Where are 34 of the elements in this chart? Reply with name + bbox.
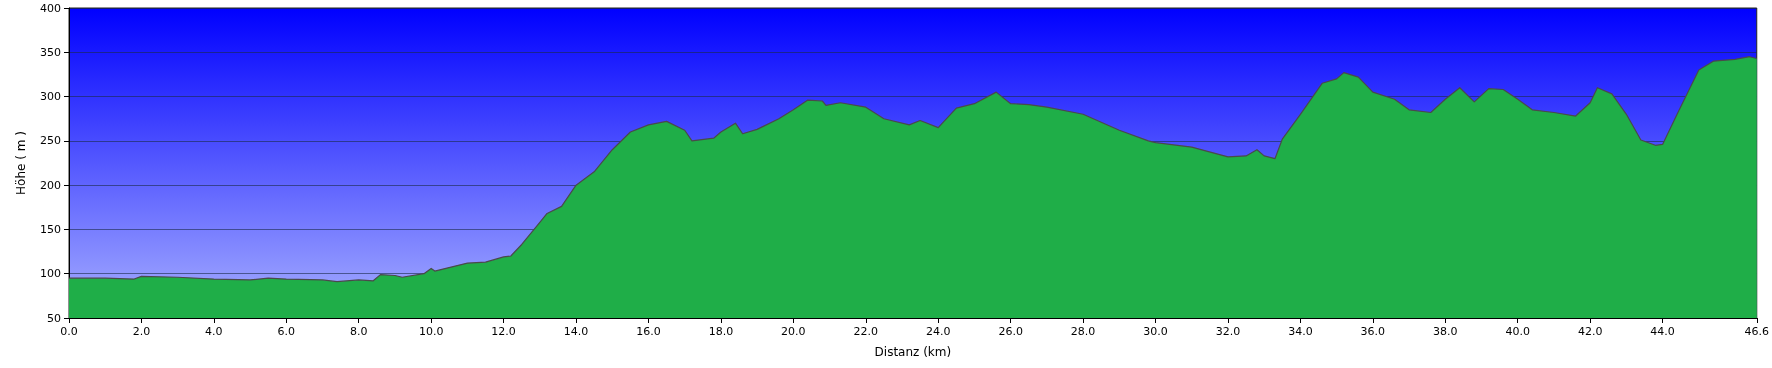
y-tick-label: 150 — [40, 222, 61, 236]
x-tick-label: 4.0 — [205, 325, 223, 338]
y-tick-label: 400 — [40, 1, 61, 15]
x-tick-label: 28.0 — [1070, 325, 1096, 338]
y-tick-label: 250 — [40, 134, 61, 148]
x-tick-label: 42.0 — [1577, 325, 1603, 338]
x-tick-label: 26.0 — [998, 325, 1023, 338]
x-tick-label: 30.0 — [1143, 325, 1168, 338]
x-tick-label: 18.0 — [708, 325, 734, 338]
x-tick-label: 6.0 — [277, 325, 296, 338]
x-tick-label: 2.0 — [132, 325, 151, 338]
x-tick-label: 36.0 — [1360, 325, 1386, 338]
x-tick-label: 46.6 — [1744, 325, 1769, 338]
x-tick-label: 8.0 — [349, 325, 368, 338]
x-tick-label: 16.0 — [636, 325, 661, 338]
x-tick-label: 0.0 — [60, 325, 78, 338]
x-tick-label: 22.0 — [853, 325, 879, 338]
y-tick-label: 350 — [40, 45, 61, 59]
x-tick-label: 40.0 — [1505, 325, 1530, 338]
x-tick-label: 12.0 — [491, 325, 516, 338]
x-tick-label: 44.0 — [1650, 325, 1675, 338]
y-tick-label: 200 — [40, 178, 61, 192]
x-tick-label: 24.0 — [925, 325, 951, 338]
x-tick-label: 32.0 — [1215, 325, 1241, 338]
x-tick-label: 38.0 — [1433, 325, 1458, 338]
x-tick-label: 20.0 — [781, 325, 806, 338]
x-tick-label: 10.0 — [418, 325, 444, 338]
y-axis-title: Höhe ( m ) — [14, 131, 28, 195]
y-tick-label: 300 — [40, 90, 61, 104]
y-tick-label: 50 — [47, 311, 61, 325]
y-tick-label: 100 — [40, 267, 61, 281]
x-tick-label: 34.0 — [1288, 325, 1313, 338]
x-tick-label: 14.0 — [563, 325, 589, 338]
x-axis-title: Distanz (km) — [874, 345, 952, 359]
